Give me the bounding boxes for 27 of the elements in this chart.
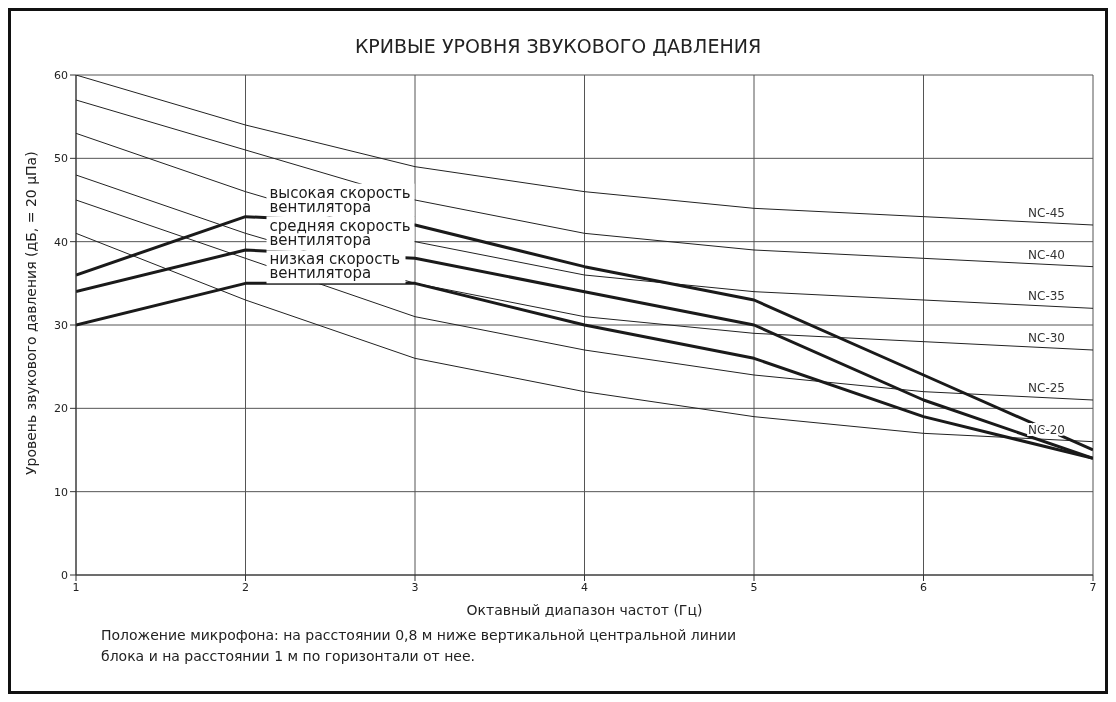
x-tick-label: 2 [242, 580, 249, 594]
y-tick-label: 60 [54, 68, 68, 82]
x-tick-label: 7 [1089, 580, 1097, 594]
x-tick-label: 1 [72, 580, 80, 594]
series-label: низкая скорость вентилятора [269, 250, 401, 283]
x-tick-label: 6 [920, 580, 927, 594]
y-tick-label: 30 [54, 318, 68, 332]
series-label: NC-35 [1028, 289, 1065, 304]
series-label: высокая скорость вентилятора [269, 183, 411, 216]
x-tick-label: 4 [581, 580, 588, 594]
series-label: NC-30 [1028, 331, 1065, 345]
x-tick-label: 5 [750, 580, 758, 594]
y-tick-label: 40 [54, 235, 68, 249]
y-tick-label: 20 [54, 402, 68, 416]
series-label: средняя скорость вентилятора [269, 217, 411, 249]
series-label: NC-40 [1028, 247, 1065, 262]
series-label: NC-45 [1028, 206, 1065, 220]
x-tick-label: 3 [411, 580, 419, 594]
chart-title: КРИВЫЕ УРОВНЯ ЗВУКОВОГО ДАВЛЕНИЯ [353, 35, 763, 59]
text: Положение микрофона: на расстоянии 0,8 м ниже вертикальной центральной линии блока и на расстоянии 1 м по горизонтали от нее. [101, 626, 738, 666]
y-tick-label: 50 [54, 152, 68, 166]
line-series [76, 99, 1093, 268]
y-tick-label: 0 [61, 568, 68, 582]
x-axis-title: Октавный диапазон частот (Гц) [466, 602, 703, 618]
y-axis-title: Уровень звукового давления (дБ, = 20 µПа) [22, 151, 39, 475]
series-label: NC-25 [1028, 381, 1065, 395]
y-tick-label: 10 [54, 485, 68, 499]
